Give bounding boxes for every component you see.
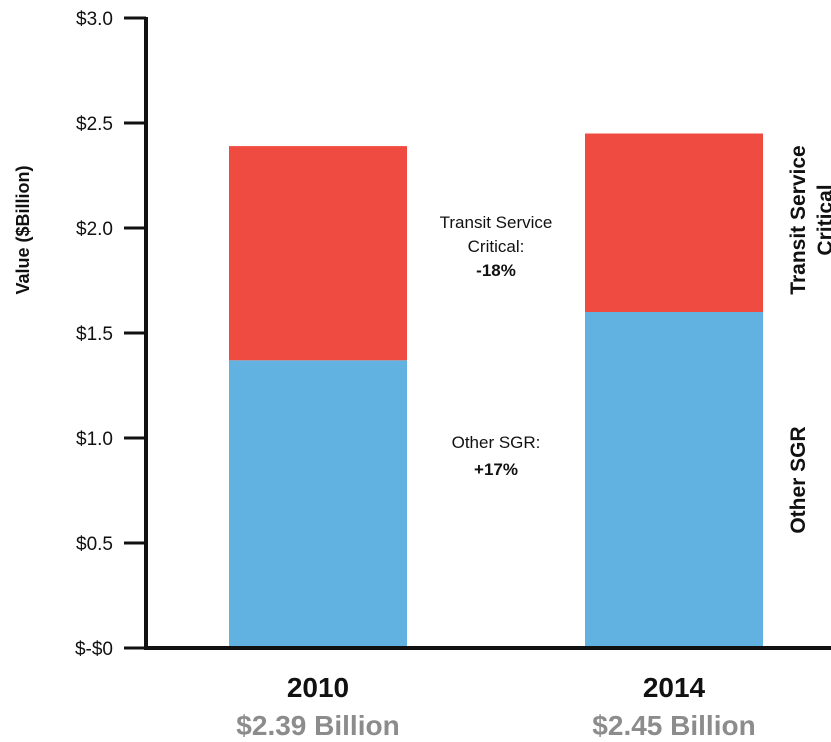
annotation-other-line1: Other SGR: — [452, 433, 541, 452]
y-tick-label: $3.0 — [76, 9, 113, 30]
side-label-transit-line2: Critical — [814, 184, 831, 255]
y-tick-label: $-$0 — [75, 639, 113, 660]
bar-2014-other-sgr — [585, 312, 763, 648]
annotation-transit-change: -18% — [476, 261, 516, 280]
total-label-2014: $2.45 Billion — [592, 710, 755, 741]
annotation-transit-line1: Transit Service — [440, 213, 553, 232]
annotation-other-change: +17% — [474, 460, 518, 479]
axes-group: $-$0 $0.5 $1.0 $1.5 $2.0 $2.5 $3.0 — [75, 9, 831, 660]
side-label-other: Other SGR — [787, 426, 810, 533]
bar-2014-transit-service-critical — [585, 133, 763, 312]
bar-2010-other-sgr — [229, 360, 407, 648]
y-tick-label: $2.5 — [76, 114, 113, 135]
y-tick-label: $2.0 — [76, 219, 113, 240]
total-label-2010: $2.39 Billion — [236, 710, 399, 741]
side-label-transit-line1: Transit Service — [787, 145, 810, 294]
category-label-2010: 2010 — [287, 672, 349, 703]
category-label-2014: 2014 — [643, 672, 706, 703]
annotation-transit-line2: Critical: — [468, 237, 525, 256]
y-tick-label: $1.5 — [76, 324, 113, 345]
y-tick-label: $0.5 — [76, 534, 113, 555]
y-tick-label: $1.0 — [76, 429, 113, 450]
bar-2010-transit-service-critical — [229, 146, 407, 361]
y-axis-title: Value ($Billion) — [13, 165, 33, 294]
bars-group — [229, 133, 763, 648]
